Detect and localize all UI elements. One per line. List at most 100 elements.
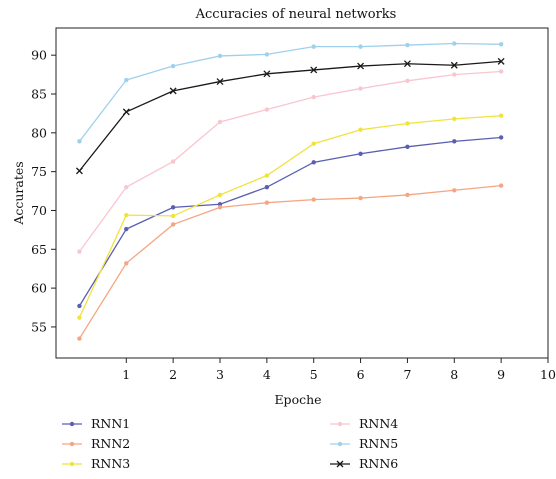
data-point-rnn2 (311, 197, 316, 202)
legend-label: RNN3 (91, 456, 130, 471)
series-line-rnn4 (78, 70, 502, 253)
data-point-rnn5 (124, 77, 129, 83)
series-line-rnn6 (78, 60, 502, 172)
data-point-rnn6 (75, 167, 83, 175)
data-point-rnn6 (310, 66, 318, 74)
legend-marker (337, 441, 343, 447)
y-tick-label: 80 (31, 125, 47, 140)
data-point-rnn1 (452, 139, 457, 144)
data-point-rnn4 (217, 119, 223, 125)
data-point-rnn2 (358, 195, 363, 201)
y-tick-label: 55 (31, 319, 47, 334)
series-line-rnn2 (78, 184, 502, 339)
x-tick-label: 10 (540, 367, 556, 382)
data-point-rnn2 (498, 183, 504, 188)
data-point-rnn2 (217, 205, 223, 210)
data-point-rnn2 (77, 336, 82, 341)
data-point-rnn4 (405, 78, 410, 84)
x-tick-label: 2 (169, 367, 177, 382)
data-point-rnn4 (498, 69, 504, 74)
data-point-rnn4 (124, 184, 129, 190)
legend-label: RNN5 (359, 436, 398, 451)
data-point-rnn6 (122, 108, 130, 116)
data-point-rnn3 (452, 116, 457, 122)
data-point-rnn6 (403, 60, 411, 68)
series-line-rnn3 (78, 115, 502, 318)
series-line-rnn1 (78, 136, 502, 307)
y-tick-label: 85 (31, 87, 47, 102)
series-line-rnn5 (78, 42, 502, 142)
legend-label: RNN6 (359, 456, 398, 471)
data-point-rnn2 (264, 200, 270, 205)
legend-item-rnn6: RNN6 (330, 456, 398, 471)
data-point-rnn5 (358, 44, 363, 49)
data-point-rnn3 (124, 212, 129, 218)
data-point-rnn1 (498, 135, 504, 140)
data-point-rnn3 (170, 213, 176, 219)
data-point-rnn4 (452, 72, 457, 77)
x-tick-label: 8 (450, 367, 458, 382)
data-point-rnn2 (170, 222, 176, 227)
y-tick-label: 60 (31, 281, 47, 296)
legend: RNN1 RNN2 RNN3 RNN4 RNN5 RNN6 (62, 416, 398, 471)
x-tick-label: 6 (357, 367, 365, 382)
data-point-rnn1 (264, 184, 270, 190)
legend-label: RNN2 (91, 436, 130, 451)
data-point-rnn1 (405, 144, 410, 149)
data-point-rnn2 (405, 192, 410, 198)
data-point-rnn5 (498, 42, 504, 47)
data-point-rnn3 (358, 127, 363, 132)
data-point-rnn5 (77, 139, 82, 144)
x-axis: 1 2 3 4 5 6 7 8 9 10 (122, 358, 556, 382)
plot-frame (55, 27, 549, 359)
data-point-rnn4 (264, 107, 270, 112)
x-tick-label: 7 (403, 367, 411, 382)
y-tick-label: 70 (31, 203, 47, 218)
legend-marker (336, 460, 344, 468)
data-point-rnn6 (216, 78, 224, 86)
data-point-rnn6 (357, 62, 365, 70)
data-point-rnn2 (452, 188, 457, 193)
data-point-rnn1 (170, 205, 176, 210)
y-tick-label: 75 (31, 164, 47, 179)
data-point-rnn5 (264, 52, 270, 57)
data-point-rnn4 (358, 86, 363, 91)
data-point-rnn3 (498, 113, 504, 118)
legend-marker (69, 441, 75, 447)
data-point-rnn2 (124, 261, 129, 266)
y-axis: 55 60 65 70 75 80 85 90 (31, 48, 56, 334)
data-point-rnn1 (124, 226, 129, 232)
data-point-rnn6 (497, 57, 505, 65)
legend-marker (69, 461, 75, 467)
data-point-rnn6 (169, 87, 177, 95)
legend-item-rnn1: RNN1 (62, 416, 130, 431)
data-point-rnn3 (264, 173, 270, 178)
legend-marker (69, 421, 75, 427)
legend-item-rnn4: RNN4 (330, 416, 398, 431)
data-point-rnn6 (450, 61, 458, 69)
legend-label: RNN1 (91, 416, 130, 431)
x-tick-label: 1 (122, 367, 130, 382)
y-tick-label: 65 (31, 242, 47, 257)
data-point-rnn3 (77, 315, 82, 320)
data-point-rnn3 (311, 141, 316, 146)
data-point-rnn4 (311, 94, 316, 100)
legend-marker (337, 421, 343, 427)
data-point-rnn5 (170, 63, 176, 69)
x-axis-label: Epoche (274, 392, 321, 407)
data-point-rnn1 (217, 202, 223, 207)
legend-label: RNN4 (359, 416, 398, 431)
legend-item-rnn2: RNN2 (62, 436, 130, 451)
data-point-rnn3 (405, 121, 410, 126)
y-tick-label: 90 (31, 48, 47, 63)
x-tick-label: 3 (216, 367, 224, 382)
data-point-rnn4 (170, 159, 176, 164)
data-point-rnn1 (77, 303, 82, 309)
data-point-rnn5 (217, 53, 223, 59)
data-point-rnn6 (263, 70, 271, 78)
y-axis-label: Accurates (11, 161, 26, 225)
legend-item-rnn3: RNN3 (62, 456, 130, 471)
legend-item-rnn5: RNN5 (330, 436, 398, 451)
data-point-rnn5 (405, 42, 410, 48)
